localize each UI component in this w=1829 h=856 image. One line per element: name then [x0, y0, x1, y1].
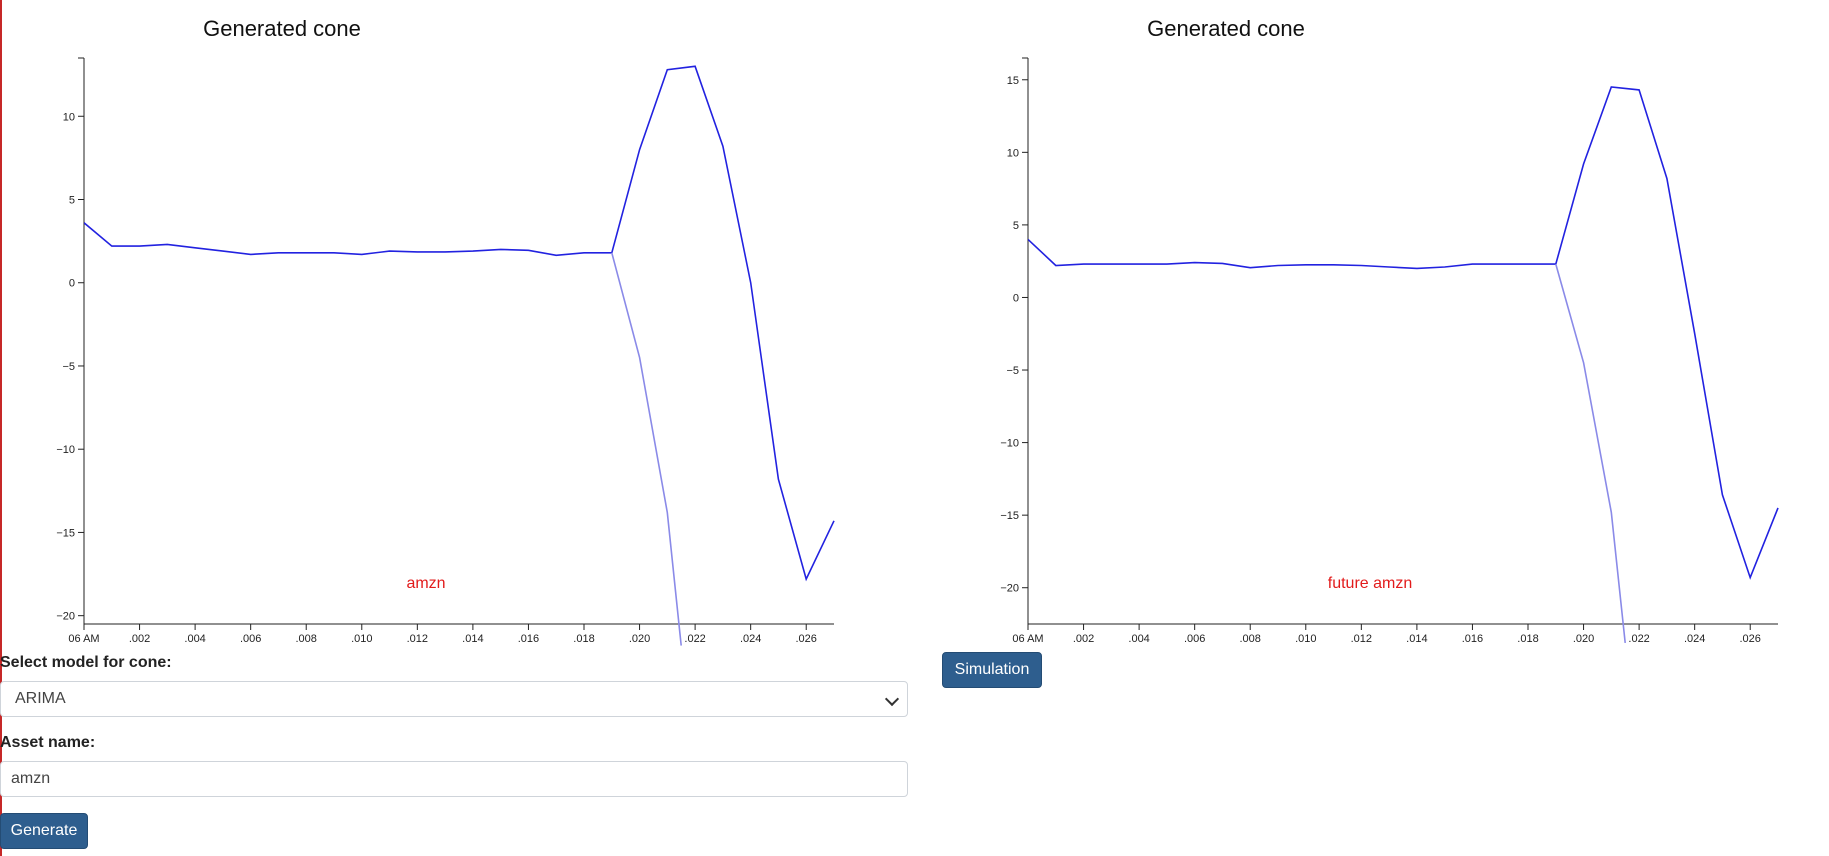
y-tick-label: −5: [1006, 365, 1019, 377]
y-tick-label: 10: [63, 111, 75, 123]
x-tick-label: .006: [1184, 633, 1205, 645]
x-tick-label: .002: [129, 633, 150, 645]
x-tick-label: .010: [351, 633, 372, 645]
x-tick-label: .002: [1073, 633, 1094, 645]
y-tick-label: 0: [69, 278, 75, 290]
x-tick-label: .022: [684, 633, 705, 645]
y-tick-label: 10: [1007, 147, 1019, 159]
asset-name-input[interactable]: [0, 761, 908, 797]
x-tick-label: .022: [1628, 633, 1649, 645]
x-tick-label: .014: [462, 633, 483, 645]
x-tick-label: .010: [1295, 633, 1316, 645]
series-annotation: amzn: [406, 575, 445, 592]
x-tick-label: .024: [1684, 633, 1705, 645]
x-tick-label: 06 AM: [68, 633, 99, 645]
x-tick-label: .004: [184, 633, 205, 645]
asset-name-label: Asset name:: [0, 734, 96, 751]
x-tick-label: .018: [573, 633, 594, 645]
chart-title-left: Generated cone: [203, 16, 361, 41]
series-line-0: [84, 65, 835, 582]
y-tick-label: −20: [56, 611, 75, 623]
x-tick-label: .026: [796, 633, 817, 645]
x-tick-label: .018: [1517, 633, 1538, 645]
x-tick-label: .008: [296, 633, 317, 645]
x-tick-label: .006: [240, 633, 261, 645]
x-tick-label: .008: [1240, 633, 1261, 645]
y-tick-label: −20: [1000, 583, 1019, 595]
model-select-label: Select model for cone:: [0, 654, 172, 671]
series-line-1: [1555, 263, 1626, 643]
chevron-down-icon: [884, 691, 900, 707]
y-tick-label: 5: [1013, 220, 1019, 232]
model-select-value: ARIMA: [15, 690, 66, 707]
y-tick-label: −10: [1000, 438, 1019, 450]
page-left-border: [0, 0, 2, 856]
y-tick-label: −5: [62, 361, 75, 373]
x-tick-label: .004: [1128, 633, 1149, 645]
y-tick-label: 15: [1007, 75, 1019, 87]
x-tick-label: 06 AM: [1012, 633, 1043, 645]
generate-button[interactable]: Generate: [0, 813, 88, 849]
simulation-button[interactable]: Simulation: [942, 652, 1042, 688]
y-tick-label: −15: [1000, 510, 1019, 522]
x-tick-label: .014: [1406, 633, 1427, 645]
cone-chart-right: 15 10 5 0 −5 −10 −15 −20 06 AM .002 .004 .006 .008 .0…: [1000, 57, 1779, 645]
x-tick-label: .024: [740, 633, 761, 645]
y-tick-label: −15: [56, 527, 75, 539]
x-tick-label: .020: [1573, 633, 1594, 645]
chart-title-right: Generated cone: [1147, 16, 1305, 41]
x-tick-label: .012: [1351, 633, 1372, 645]
x-tick-label: .016: [518, 633, 539, 645]
model-select[interactable]: ARIMA: [0, 681, 908, 717]
y-tick-label: 5: [69, 195, 75, 207]
cone-chart-left: 10 5 0 −5 −10 −15 −20 06 AM .002 .004 .006 .008 .010…: [56, 57, 835, 646]
x-tick-label: .026: [1740, 633, 1761, 645]
series-line-0: [1028, 86, 1779, 580]
y-tick-label: 0: [1013, 292, 1019, 304]
x-tick-label: .020: [629, 633, 650, 645]
x-tick-label: .012: [407, 633, 428, 645]
series-line-1: [611, 252, 682, 646]
y-tick-label: −10: [56, 444, 75, 456]
series-annotation: future amzn: [1328, 575, 1412, 592]
x-tick-label: .016: [1462, 633, 1483, 645]
